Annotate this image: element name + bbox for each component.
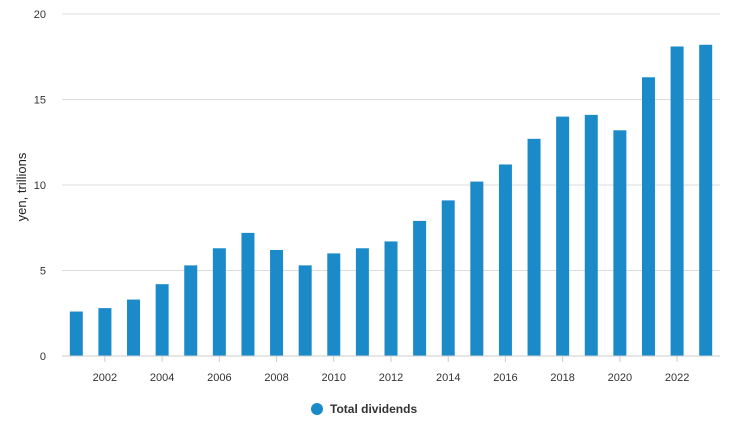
bar-2019[interactable] [584,114,598,356]
bar-2001[interactable] [69,311,83,356]
x-tick-label: 2016 [493,372,517,384]
x-axis: 2002 2004 2006 2008 2010 2012 2014 2016 2018 2020… [62,355,720,384]
y-tick-label: 20 [34,9,46,21]
legend-label-total-dividends: Total dividends [330,402,417,416]
bars [69,44,713,357]
x-tick-label: 2012 [379,372,403,384]
bar-2003[interactable] [127,299,141,356]
x-tick-label: 2018 [550,372,574,384]
x-tick-label: 2008 [264,372,288,384]
x-tick-label: 2006 [207,372,231,384]
legend[interactable]: Total dividends [311,402,417,416]
x-tick-label: 2002 [93,372,117,384]
x-tick-label: 2020 [608,372,632,384]
bar-2007[interactable] [241,232,255,356]
bar-2018[interactable] [556,116,570,356]
bar-2006[interactable] [212,248,226,356]
bar-2021[interactable] [641,77,655,357]
bar-2008[interactable] [270,249,284,356]
legend-marker-total-dividends [311,403,323,415]
y-tick-label: 0 [40,351,46,363]
bar-2009[interactable] [298,265,312,356]
bar-2010[interactable] [327,253,341,356]
bar-2013[interactable] [413,220,427,356]
x-tick-label: 2014 [436,372,460,384]
y-axis-title: yen, trillions [14,152,29,221]
y-tick-label: 5 [40,266,46,278]
bar-2014[interactable] [441,200,455,356]
x-tick-label: 2004 [150,372,174,384]
bar-2015[interactable] [470,181,484,356]
bar-2005[interactable] [184,265,198,356]
x-tick-label: 2010 [322,372,346,384]
bar-2020[interactable] [613,130,627,356]
bar-2011[interactable] [355,248,369,356]
bar-2012[interactable] [384,241,398,356]
y-tick-label: 15 [34,95,46,107]
bar-2017[interactable] [527,138,541,356]
bar-2016[interactable] [498,164,512,356]
y-tick-label: 10 [34,180,46,192]
bar-2002[interactable] [98,308,112,356]
bar-2022[interactable] [670,46,684,357]
bar-2004[interactable] [155,284,169,356]
x-tick-label: 2022 [665,372,689,384]
y-axis: 0 5 10 15 20 [34,9,46,363]
bar-2023[interactable] [699,44,713,356]
